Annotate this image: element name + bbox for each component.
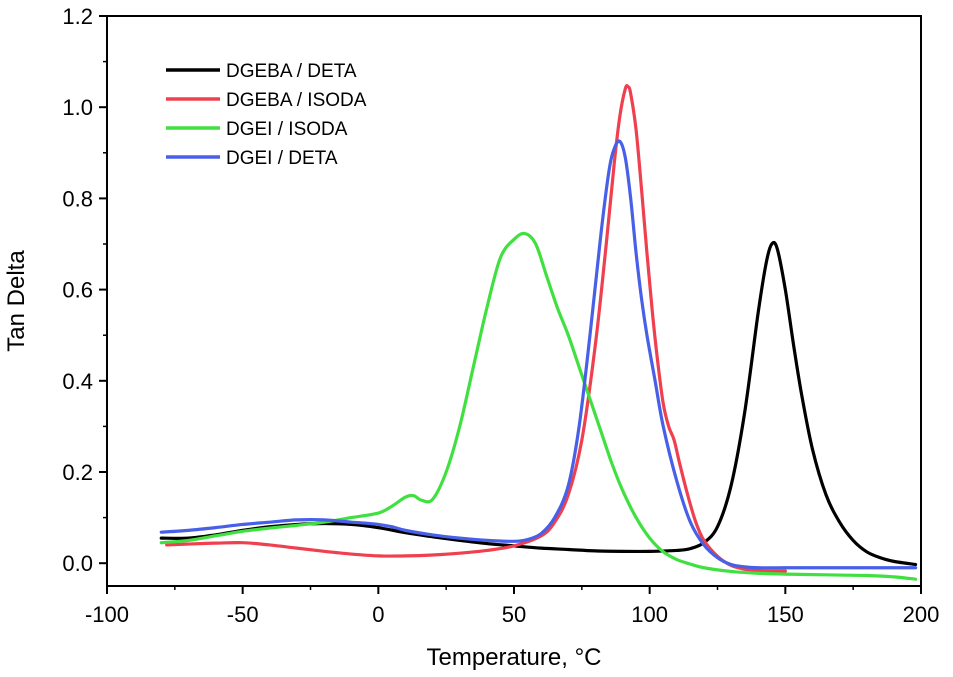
ticks-layer: -100 -50 0 50 100 150 200 0.0 0.2 0.4 0.6 0.8 1.0 1.2	[62, 4, 939, 627]
legend-label-1: DGEBA / DETA	[226, 61, 357, 82]
series-line-4	[159, 139, 918, 570]
series-layer	[159, 84, 918, 581]
x-axis-title: Temperature, °C	[427, 644, 602, 671]
x-tick-label: -50	[227, 602, 259, 627]
y-axis-title: Tan Delta	[3, 250, 30, 352]
series-line-1	[159, 240, 918, 567]
x-tick-label: 150	[767, 602, 804, 627]
legend-label-3: DGEI / ISODA	[226, 119, 348, 140]
y-tick-label: 0.2	[62, 460, 93, 485]
x-tick-label: 200	[903, 602, 940, 627]
y-tick-label: 0.0	[62, 551, 93, 576]
x-tick-label: 50	[502, 602, 526, 627]
x-tick-label: 100	[631, 602, 668, 627]
series-line-3	[159, 231, 918, 581]
legend-label-2: DGEBA / ISODA	[226, 90, 367, 111]
series-line-2	[165, 84, 787, 573]
y-tick-label: 1.0	[62, 95, 93, 120]
x-tick-label: 0	[372, 602, 384, 627]
x-tick-label: -100	[85, 602, 129, 627]
legend: DGEBA / DETA DGEBA / ISODA DGEI / ISODA DGE…	[166, 61, 367, 169]
y-tick-label: 0.4	[62, 369, 93, 394]
legend-label-4: DGEI / DETA	[226, 148, 338, 169]
y-tick-label: 1.2	[62, 4, 93, 29]
y-tick-label: 0.8	[62, 186, 93, 211]
y-tick-label: 0.6	[62, 278, 93, 303]
